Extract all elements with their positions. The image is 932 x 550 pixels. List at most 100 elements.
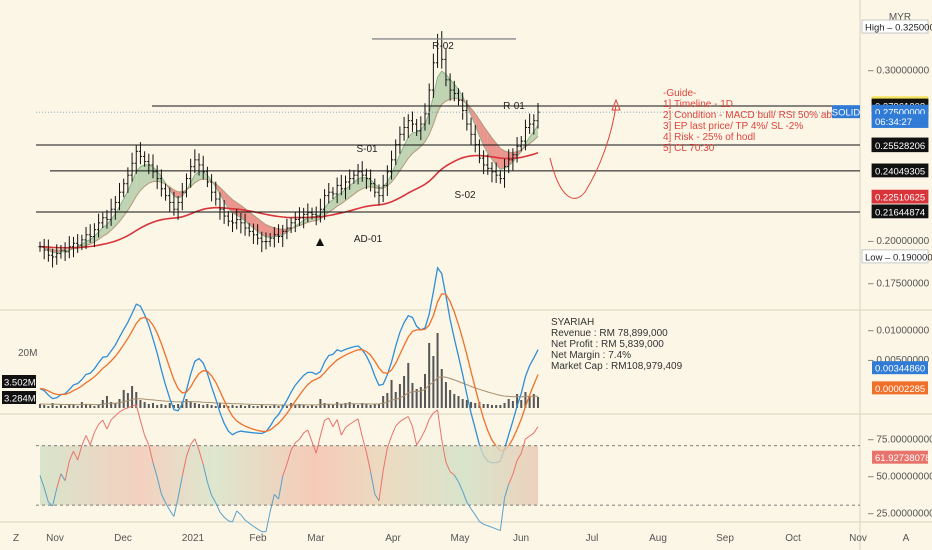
price-tag-label: 0.21644874 xyxy=(875,207,925,218)
volume-bar xyxy=(252,406,255,408)
volume-bar xyxy=(340,404,343,408)
rsi-line-segment xyxy=(253,525,258,530)
ma-cloud-segment xyxy=(232,199,237,216)
volume-bar xyxy=(185,399,188,408)
time-axis-label: Nov xyxy=(46,533,64,544)
guide-title: -Guide- xyxy=(663,88,696,99)
volume-bar xyxy=(210,405,213,408)
rsi-line-segment xyxy=(282,463,288,477)
auto-scale-toggle[interactable]: A xyxy=(903,533,910,544)
rsi-line-segment xyxy=(60,473,66,481)
rsi-line-segment xyxy=(516,453,522,461)
volume-bar xyxy=(352,404,355,408)
volume-bar xyxy=(193,403,196,408)
forecast-arrow-icon xyxy=(611,98,621,111)
rsi-line-segment xyxy=(198,450,204,465)
rsi-line-segment xyxy=(52,488,58,507)
volume-bar xyxy=(511,401,514,408)
rsi-line-segment xyxy=(43,487,49,503)
volume-bar xyxy=(365,404,368,408)
volume-bar xyxy=(172,405,175,408)
rsi-line-segment xyxy=(365,452,372,472)
ma-cloud-segment xyxy=(102,224,107,237)
volume-bar xyxy=(177,404,180,408)
volume-bar xyxy=(122,390,125,408)
volume-bar xyxy=(97,405,100,408)
rsi-line-segment xyxy=(424,419,430,431)
rsi-line-segment xyxy=(374,493,380,502)
rsi-line-segment xyxy=(445,461,451,472)
rsi-line-segment xyxy=(219,511,225,518)
ma-cloud-segment xyxy=(270,226,275,238)
volume-bar xyxy=(164,405,167,408)
rsi-line-segment xyxy=(77,445,83,461)
volume-tag xyxy=(2,391,36,404)
rsi-line-segment xyxy=(458,481,464,492)
guide-line: 5] CL 70:30 xyxy=(663,143,715,154)
rsi-tag-label: 61.92738078 xyxy=(875,453,930,464)
rsi-line-segment xyxy=(48,501,53,507)
price-tag xyxy=(871,163,929,178)
volume-bar xyxy=(231,405,234,408)
rsi-line-segment xyxy=(357,418,363,437)
rsi-line-segment xyxy=(332,419,338,427)
time-axis-label: Oct xyxy=(785,533,801,544)
rsi-line-segment xyxy=(144,435,150,446)
time-axis-label: Mar xyxy=(307,533,325,544)
guide-line: 1] Timeline - 1D xyxy=(663,99,733,110)
level-annotation: R-02 xyxy=(432,41,454,52)
volume-bar xyxy=(43,405,46,408)
rsi-line-segment xyxy=(185,444,192,457)
volume-bar xyxy=(93,406,96,408)
rsi-line-segment xyxy=(265,511,271,532)
rsi-line-segment xyxy=(525,435,530,440)
macd-tag xyxy=(872,381,928,395)
rsi-line-segment xyxy=(520,438,526,454)
volume-bar xyxy=(486,404,489,408)
volume-bar xyxy=(377,404,380,408)
rsi-line-segment xyxy=(135,404,141,421)
rsi-line-segment xyxy=(232,510,238,523)
ma-cloud-segment xyxy=(533,125,538,141)
fundamentals-line: Net Margin : 7.4% xyxy=(551,350,631,361)
volume-bar xyxy=(206,404,209,408)
rsi-line-segment xyxy=(453,474,459,483)
macd-tick-label: – 0.00500000 xyxy=(868,355,930,366)
ma-cloud-segment xyxy=(362,177,367,189)
ma-cloud-segment xyxy=(203,171,208,180)
volume-bar xyxy=(198,404,201,408)
macd-tag-label: 0.00002285 xyxy=(875,384,925,395)
rsi-line-segment xyxy=(508,474,514,485)
rsi-line-segment xyxy=(177,476,183,499)
time-axis-label: 2021 xyxy=(182,533,205,544)
volume-bar xyxy=(68,404,71,408)
rsi-line-segment xyxy=(131,404,137,407)
rsi-line-segment xyxy=(407,416,413,427)
volume-bar xyxy=(474,403,477,408)
rsi-line-segment xyxy=(181,456,187,477)
volume-bar xyxy=(537,397,539,408)
time-axis-label: Jul xyxy=(586,533,599,544)
time-axis-label: Dec xyxy=(114,533,132,544)
ma-cloud-segment xyxy=(458,89,463,101)
volume-bar xyxy=(524,392,527,408)
rsi-line-segment xyxy=(315,435,321,454)
rsi-line-segment xyxy=(240,514,246,521)
volume-bar xyxy=(189,401,192,408)
rsi-line-segment xyxy=(286,449,292,465)
ma-cloud-segment xyxy=(483,126,488,154)
rsi-line-segment xyxy=(102,419,108,430)
zoom-toggle-z[interactable]: Z xyxy=(13,533,19,544)
volume-bar xyxy=(269,406,272,408)
ma-cloud-segment xyxy=(278,228,283,237)
rsi-line-segment xyxy=(290,442,296,451)
level-annotation: S-02 xyxy=(454,190,476,201)
rsi-line-segment xyxy=(411,426,418,446)
price-tick-label: – 0.17500000 xyxy=(868,278,930,289)
volume-bar xyxy=(223,405,226,408)
rsi-line-segment xyxy=(399,418,405,422)
ma-cloud-segment xyxy=(445,74,451,101)
rsi-line-segment xyxy=(173,497,179,517)
price-tick-label: – 0.20000000 xyxy=(868,236,930,247)
